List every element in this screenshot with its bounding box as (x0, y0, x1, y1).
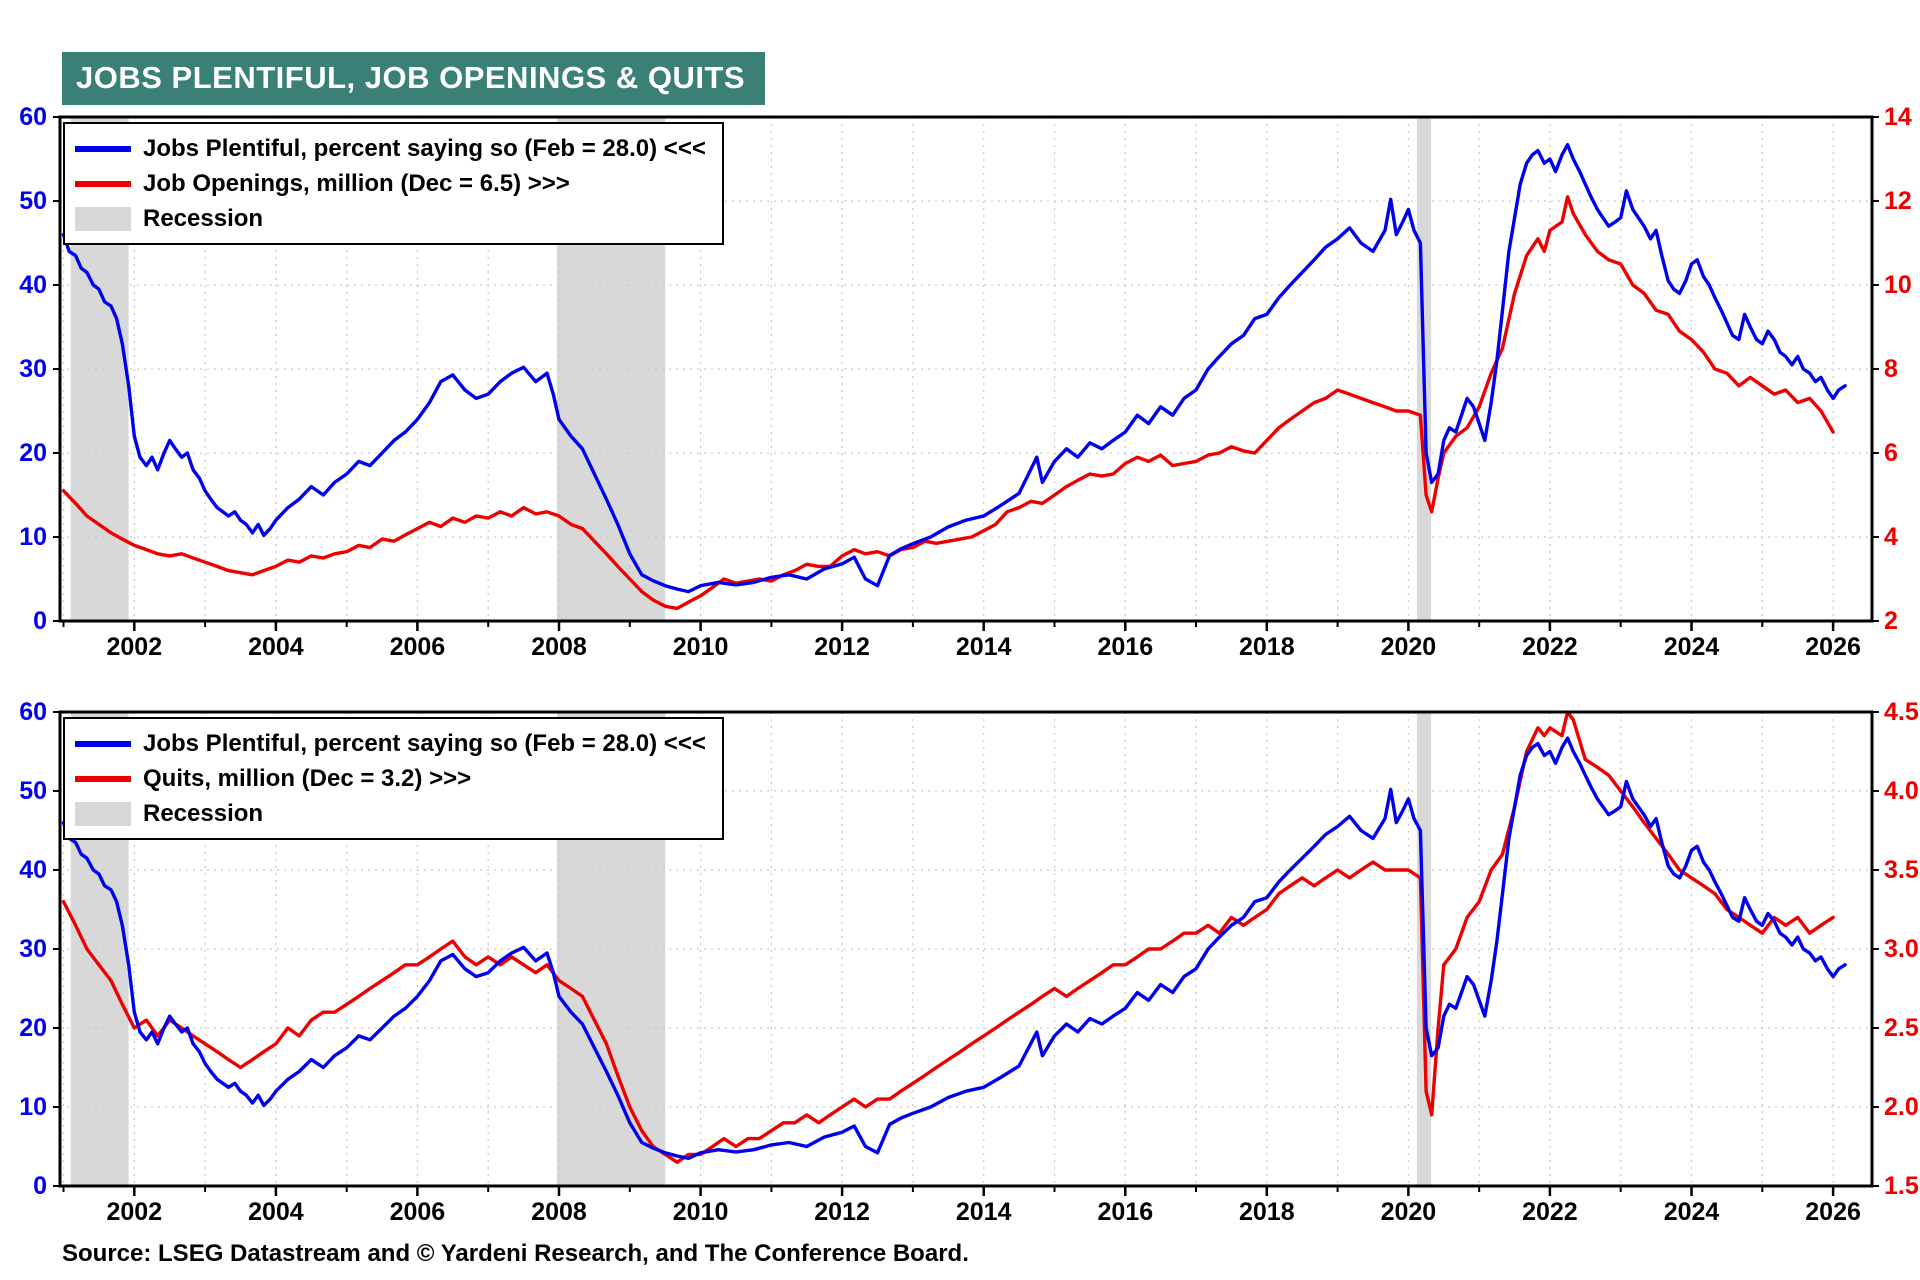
svg-text:2006: 2006 (390, 1198, 446, 1226)
svg-text:2.5: 2.5 (1884, 1014, 1919, 1042)
svg-text:60: 60 (19, 698, 47, 726)
svg-text:3.0: 3.0 (1884, 935, 1919, 963)
svg-text:2016: 2016 (1097, 633, 1153, 661)
svg-text:2008: 2008 (531, 633, 587, 661)
svg-text:2020: 2020 (1381, 1198, 1437, 1226)
svg-text:2002: 2002 (106, 633, 162, 661)
svg-text:6: 6 (1884, 439, 1898, 467)
svg-text:2.0: 2.0 (1884, 1093, 1919, 1121)
svg-text:2026: 2026 (1805, 1198, 1861, 1226)
legend-item-recession: Recession (75, 796, 706, 831)
svg-text:2020: 2020 (1381, 633, 1437, 661)
svg-text:1.5: 1.5 (1884, 1172, 1919, 1200)
recession-box-swatch (75, 206, 131, 231)
legend-label-jobs-plentiful: Jobs Plentiful, percent saying so (Feb =… (143, 134, 706, 162)
legend-item-job-openings: Job Openings, million (Dec = 6.5) >>> (75, 166, 706, 201)
svg-text:4.5: 4.5 (1884, 698, 1919, 726)
svg-text:2004: 2004 (248, 633, 304, 661)
svg-text:12: 12 (1884, 187, 1912, 215)
legend-top: Jobs Plentiful, percent saying so (Feb =… (63, 122, 724, 245)
svg-text:2008: 2008 (531, 1198, 587, 1226)
chart-title: JOBS PLENTIFUL, JOB OPENINGS & QUITS (62, 52, 766, 105)
svg-text:0: 0 (33, 1172, 47, 1200)
svg-text:2024: 2024 (1664, 1198, 1720, 1226)
svg-text:20: 20 (19, 439, 47, 467)
svg-text:2010: 2010 (673, 633, 729, 661)
legend-label-quits: Quits, million (Dec = 3.2) >>> (143, 764, 472, 792)
svg-text:2022: 2022 (1522, 633, 1578, 661)
svg-text:2010: 2010 (673, 1198, 729, 1226)
svg-text:2012: 2012 (814, 1198, 870, 1226)
svg-text:30: 30 (19, 935, 47, 963)
legend-item-jobs-plentiful: Jobs Plentiful, percent saying so (Feb =… (75, 131, 706, 166)
legend-label-job-openings: Job Openings, million (Dec = 6.5) >>> (143, 169, 570, 197)
legend-bottom: Jobs Plentiful, percent saying so (Feb =… (63, 717, 724, 840)
svg-text:50: 50 (19, 187, 47, 215)
svg-text:30: 30 (19, 355, 47, 383)
svg-text:40: 40 (19, 856, 47, 884)
legend-item-quits: Quits, million (Dec = 3.2) >>> (75, 761, 706, 796)
svg-text:2022: 2022 (1522, 1198, 1578, 1226)
job-openings-line-swatch (75, 180, 131, 187)
svg-text:2012: 2012 (814, 633, 870, 661)
svg-text:3.5: 3.5 (1884, 856, 1919, 884)
svg-text:14: 14 (1884, 103, 1912, 131)
legend-label-jobs-plentiful: Jobs Plentiful, percent saying so (Feb =… (143, 729, 706, 757)
svg-text:2: 2 (1884, 607, 1898, 635)
legend-item-recession: Recession (75, 201, 706, 236)
svg-text:10: 10 (19, 523, 47, 551)
svg-text:4: 4 (1884, 523, 1898, 551)
svg-text:60: 60 (19, 103, 47, 131)
svg-text:50: 50 (19, 777, 47, 805)
svg-text:2004: 2004 (248, 1198, 304, 1226)
svg-text:2014: 2014 (956, 1198, 1012, 1226)
svg-text:2024: 2024 (1664, 633, 1720, 661)
svg-text:20: 20 (19, 1014, 47, 1042)
svg-text:2002: 2002 (106, 1198, 162, 1226)
legend-label-recession: Recession (143, 799, 264, 827)
svg-text:10: 10 (19, 1093, 47, 1121)
svg-text:2018: 2018 (1239, 1198, 1295, 1226)
svg-text:2006: 2006 (390, 633, 446, 661)
quits-line-swatch (75, 775, 131, 782)
legend-label-recession: Recession (143, 204, 264, 232)
recession-box-swatch (75, 801, 131, 826)
svg-text:40: 40 (19, 271, 47, 299)
svg-text:10: 10 (1884, 271, 1912, 299)
svg-text:2014: 2014 (956, 633, 1012, 661)
svg-text:4.0: 4.0 (1884, 777, 1919, 805)
svg-text:2016: 2016 (1097, 1198, 1153, 1226)
source-note: Source: LSEG Datastream and © Yardeni Re… (62, 1240, 969, 1267)
svg-text:0: 0 (33, 607, 47, 635)
svg-text:2026: 2026 (1805, 633, 1861, 661)
svg-text:8: 8 (1884, 355, 1898, 383)
svg-text:2018: 2018 (1239, 633, 1295, 661)
jobs-plentiful-line-swatch (75, 145, 131, 152)
legend-item-jobs-plentiful: Jobs Plentiful, percent saying so (Feb =… (75, 726, 706, 761)
jobs-plentiful-line-swatch (75, 740, 131, 747)
